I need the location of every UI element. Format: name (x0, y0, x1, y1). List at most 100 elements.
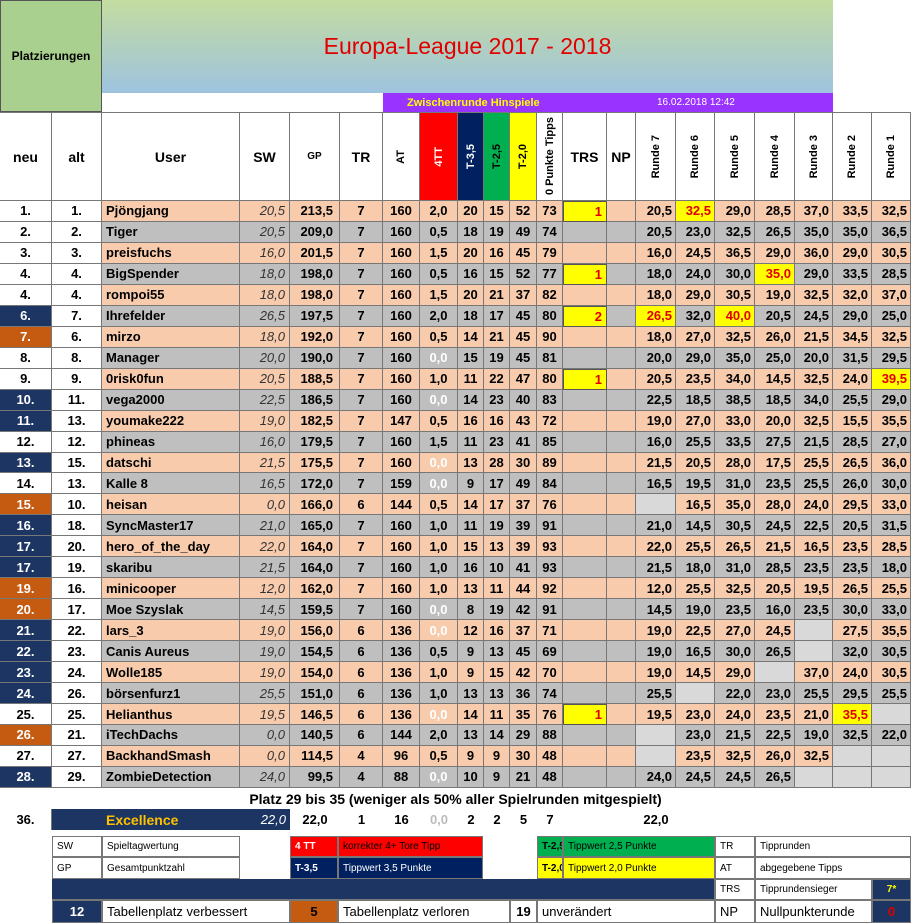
table-cell: 40,0 (715, 305, 755, 327)
excellence-cell: 0,0 (420, 809, 458, 830)
legend-cell: Tipprundensieger (755, 879, 872, 900)
table-cell: 29,0 (833, 242, 872, 264)
table-cell: 0,5 (420, 263, 458, 285)
table-cell: 20,0 (636, 347, 676, 369)
table-cell: 19 (484, 347, 510, 369)
excellence-cell (755, 809, 795, 830)
column-label: T-2,0 (517, 143, 529, 170)
table-cell: 10 (458, 766, 484, 788)
table-cell: 12. (52, 431, 102, 453)
table-cell: 160 (383, 578, 420, 600)
table-cell (607, 201, 636, 222)
table-cell: 6 (340, 494, 383, 516)
table-cell: 160 (383, 347, 420, 369)
table-cell: 16,0 (240, 431, 290, 453)
table-cell: 1,0 (420, 536, 458, 558)
table-cell: 12 (458, 620, 484, 642)
table-cell: 12,0 (240, 578, 290, 600)
table-cell: 32,5 (795, 284, 833, 306)
column-header: T-2,5 (484, 112, 510, 201)
column-header: NP (607, 112, 636, 201)
table-cell: 13 (458, 578, 484, 600)
table-cell: 25,5 (795, 683, 833, 705)
table-cell: 21,5 (636, 557, 676, 579)
table-cell: 20,5 (240, 201, 290, 222)
table-cell: 1,5 (420, 431, 458, 453)
table-cell: 36,5 (715, 242, 755, 264)
table-cell: 201,5 (290, 242, 340, 264)
table-cell: 19,0 (636, 620, 676, 642)
table-cell (563, 557, 607, 579)
table-cell: 84 (537, 473, 563, 495)
table-cell: 16,5 (795, 536, 833, 558)
table-cell: 22,0 (872, 725, 911, 746)
table-cell (607, 284, 636, 306)
table-cell: 30,5 (872, 662, 911, 684)
table-cell: rompoi55 (102, 284, 240, 306)
table-cell: 31,0 (715, 557, 755, 579)
table-cell: 25,5 (676, 578, 715, 600)
table-cell: 22,5 (795, 515, 833, 537)
table-cell: 18. (52, 515, 102, 537)
table-cell: 26,0 (755, 326, 795, 348)
table-cell: 20,5 (755, 578, 795, 600)
excellence-cell (607, 809, 636, 830)
table-cell: 19 (484, 221, 510, 243)
table-cell: 25,5 (872, 683, 911, 705)
table-cell: 23 (484, 389, 510, 411)
table-cell: 91 (537, 599, 563, 621)
table-cell: 20,5 (833, 515, 872, 537)
column-header: T-2,0 (510, 112, 537, 201)
table-cell: 18,0 (872, 557, 911, 579)
legend-cell: SW (52, 836, 102, 857)
column-header: Runde 4 (755, 112, 795, 201)
table-cell: hero_of_the_day (102, 536, 240, 558)
table-cell: 1,0 (420, 557, 458, 579)
table-cell (833, 745, 872, 767)
table-cell: 22. (52, 620, 102, 642)
table-cell: 14 (458, 704, 484, 725)
table-cell: 16,5 (636, 473, 676, 495)
excellence-cell: 5 (510, 809, 537, 830)
table-cell: 40 (510, 389, 537, 411)
table-cell: 99,5 (290, 766, 340, 788)
table-cell: Wolle185 (102, 662, 240, 684)
table-cell: 23,5 (833, 536, 872, 558)
table-cell: 29. (52, 766, 102, 788)
table-cell: 156,0 (290, 620, 340, 642)
table-cell (607, 599, 636, 621)
date: 16.02.2018 12:42 (657, 97, 735, 108)
table-cell (563, 620, 607, 642)
table-cell: 27,0 (872, 431, 911, 453)
table-cell: 13 (458, 452, 484, 474)
table-cell: 1,0 (420, 515, 458, 537)
table-cell (563, 410, 607, 432)
column-header: Runde 5 (715, 112, 755, 201)
table-cell: 45 (510, 242, 537, 264)
table-cell: 79 (537, 242, 563, 264)
legend-cell: 4 TT (290, 836, 338, 857)
table-cell: 8. (0, 347, 52, 369)
table-cell: 35,5 (872, 410, 911, 432)
table-cell: 18,0 (240, 284, 290, 306)
table-cell: 25,0 (872, 305, 911, 327)
table-cell: 0,0 (240, 725, 290, 746)
table-cell: 82 (537, 284, 563, 306)
table-cell: 165,0 (290, 515, 340, 537)
table-cell: 35,5 (833, 704, 872, 725)
table-cell: 27,5 (755, 431, 795, 453)
table-cell: 25,5 (240, 683, 290, 705)
excellence-cell: 1 (340, 809, 383, 830)
table-cell: 28,5 (872, 536, 911, 558)
table-cell: 33,5 (833, 201, 872, 222)
table-cell: 83 (537, 389, 563, 411)
table-cell: 6 (340, 641, 383, 663)
table-cell: 80 (537, 305, 563, 327)
table-cell: 21,0 (795, 704, 833, 725)
table-cell: 23,5 (676, 368, 715, 390)
table-cell (563, 326, 607, 348)
table-cell: 151,0 (290, 683, 340, 705)
table-cell: 198,0 (290, 284, 340, 306)
table-cell: 22,0 (636, 536, 676, 558)
column-label: GP (307, 151, 322, 162)
